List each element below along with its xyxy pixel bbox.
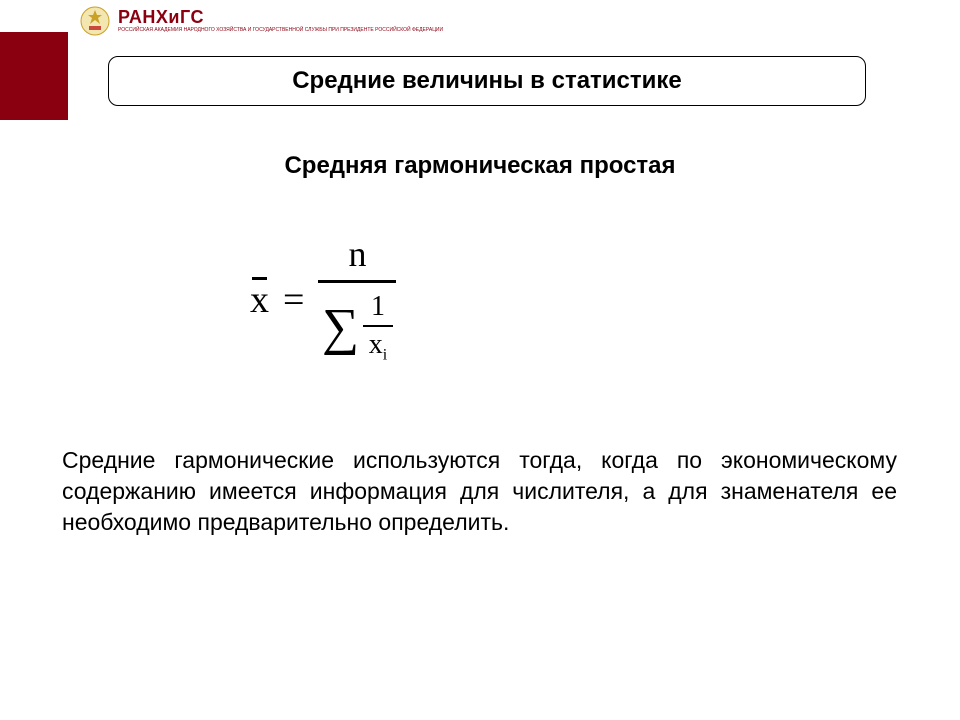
logo-text-block: РАНХиГС РОССИЙСКАЯ АКАДЕМИЯ НАРОДНОГО ХО… [118, 8, 443, 34]
formula-fraction: n ∑ 1 xi [318, 236, 396, 363]
side-accent-bar [0, 32, 68, 120]
section-subtitle: Средняя гармоническая простая [0, 152, 960, 180]
inner-den-sub: i [383, 347, 387, 364]
logo-emblem-icon [80, 6, 110, 36]
inner-den-base: x [369, 329, 383, 360]
page-title-box: Средние величины в статистике [108, 56, 866, 106]
inner-fraction: 1 xi [363, 293, 393, 364]
logo-subtitle: РОССИЙСКАЯ АКАДЕМИЯ НАРОДНОГО ХОЗЯЙСТВА … [118, 28, 443, 34]
inner-numerator: 1 [363, 293, 393, 321]
logo-name: РАНХиГС [118, 8, 443, 26]
page-title: Средние величины в статистике [292, 67, 682, 94]
formula-equals: = [283, 278, 304, 322]
formula-numerator: n [318, 236, 396, 274]
logo: РАНХиГС РОССИЙСКАЯ АКАДЕМИЯ НАРОДНОГО ХО… [80, 6, 443, 36]
formula-denominator: ∑ 1 xi [322, 289, 393, 364]
fraction-bar [318, 280, 396, 283]
formula-lhs: x [250, 281, 269, 319]
inner-denominator: xi [367, 331, 389, 364]
inner-fraction-bar [363, 325, 393, 327]
formula: x = n ∑ 1 xi [250, 210, 470, 390]
sigma-icon: ∑ [322, 302, 359, 354]
body-paragraph: Средние гармонические используются тогда… [62, 445, 897, 538]
